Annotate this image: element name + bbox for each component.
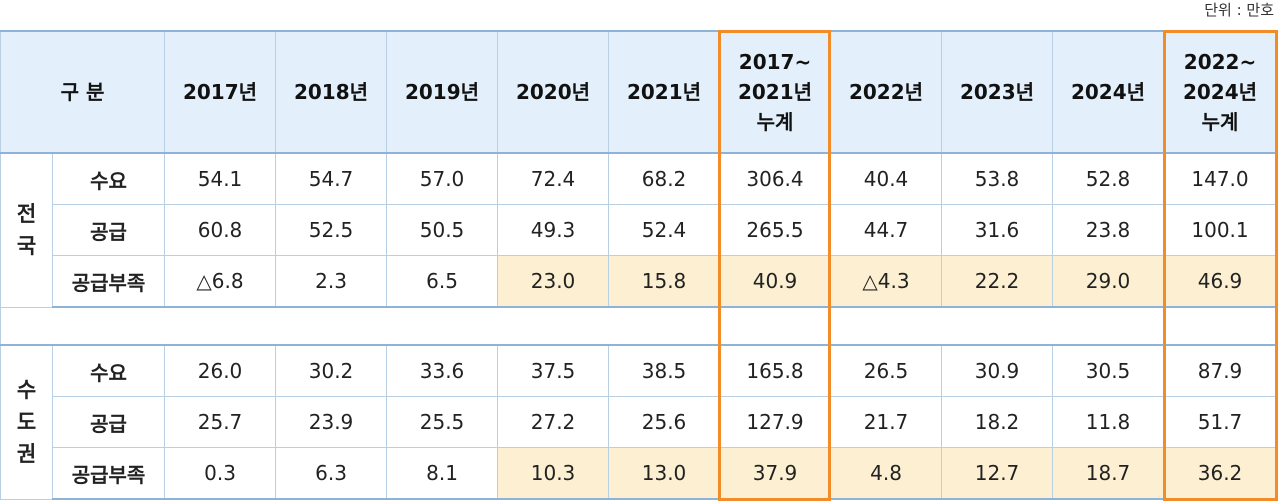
value-cell: 36.2 — [1163, 447, 1278, 500]
header-year: 2021년 — [608, 30, 721, 154]
header-year: 2017년 — [164, 30, 277, 154]
table-row: 공급부족 0.3 6.3 8.1 10.3 13.0 37.9 4.8 12.7 18.7 36.2 — [1, 447, 1278, 500]
header-year: 2020년 — [497, 30, 610, 154]
value-cell: 54.1 — [164, 152, 277, 205]
header-year: 2022년 — [830, 30, 943, 154]
value-cell: 26.0 — [164, 344, 277, 397]
gap-cell — [0, 306, 1278, 346]
unit-label: 단위 : 만호 — [1204, 1, 1274, 19]
value-cell: 23.0 — [497, 255, 610, 308]
value-cell: 26.5 — [830, 344, 943, 397]
value-cell: 25.5 — [386, 396, 499, 448]
value-cell: 37.5 — [497, 344, 610, 397]
value-cell: 147.0 — [1163, 152, 1278, 205]
row-label: 공급부족 — [51, 255, 166, 308]
region-label: 전 국 — [0, 152, 53, 308]
header-year: 2018년 — [275, 30, 388, 154]
value-cell: 165.8 — [719, 344, 832, 397]
value-cell: 12.7 — [941, 447, 1054, 500]
region-label: 수 도 권 — [0, 344, 53, 500]
table-row: 공급 60.8 52.5 50.5 49.3 52.4 265.5 44.7 31.6 23.8 1… — [1, 204, 1278, 256]
value-cell: 15.8 — [608, 255, 721, 308]
value-cell: 22.2 — [941, 255, 1054, 308]
value-cell: 306.4 — [719, 152, 832, 205]
table-row: 수 도 권 수요 26.0 30.2 33.6 37.5 38.5 165.8 26.5 30.9… — [0, 344, 1278, 500]
header-row: 구 분 2017년 2018년 2019년 2020년 2021년 2017~ 2021년 … — [0, 30, 1278, 154]
housing-supply-table: 구 분 2017년 2018년 2019년 2020년 2021년 2017~ 2021년 … — [0, 30, 1278, 500]
value-cell: 68.2 — [608, 152, 721, 205]
value-cell: 18.2 — [941, 396, 1054, 448]
value-cell: 52.8 — [1052, 152, 1165, 205]
value-cell: 29.0 — [1052, 255, 1165, 308]
row-label: 수요 — [51, 152, 166, 205]
section-gap — [0, 306, 1278, 346]
value-cell: 37.9 — [719, 447, 832, 500]
value-cell: 46.9 — [1163, 255, 1278, 308]
value-cell: 54.7 — [275, 152, 388, 205]
value-cell: 6.5 — [386, 255, 499, 308]
row-label: 수요 — [51, 344, 166, 397]
value-cell: 27.2 — [497, 396, 610, 448]
header-year: 2024년 — [1052, 30, 1165, 154]
value-cell: 44.7 — [830, 204, 943, 256]
table-row: 전 국 수요 54.1 54.7 57.0 72.4 68.2 306.4 40.4 53.8 52… — [0, 152, 1278, 308]
value-cell: 40.9 — [719, 255, 832, 308]
value-cell: 13.0 — [608, 447, 721, 500]
value-cell: △4.3 — [830, 255, 943, 308]
value-cell: 72.4 — [497, 152, 610, 205]
value-cell: 53.8 — [941, 152, 1054, 205]
value-cell: 33.6 — [386, 344, 499, 397]
header-year: 2023년 — [941, 30, 1054, 154]
value-cell: 30.2 — [275, 344, 388, 397]
value-cell: 50.5 — [386, 204, 499, 256]
value-cell: 2.3 — [275, 255, 388, 308]
header-year: 2019년 — [386, 30, 499, 154]
value-cell: 265.5 — [719, 204, 832, 256]
table-row: 공급 25.7 23.9 25.5 27.2 25.6 127.9 21.7 18.2 11.8 5… — [1, 396, 1278, 448]
value-cell: 0.3 — [164, 447, 277, 500]
value-cell: 25.6 — [608, 396, 721, 448]
value-cell: 57.0 — [386, 152, 499, 205]
value-cell: 60.8 — [164, 204, 277, 256]
header-year: 2022~ 2024년 누계 — [1163, 30, 1278, 154]
header-category: 구 분 — [0, 30, 166, 154]
row-label: 공급 — [51, 396, 166, 448]
value-cell: 38.5 — [608, 344, 721, 397]
value-cell: 23.9 — [275, 396, 388, 448]
value-cell: 52.4 — [608, 204, 721, 256]
value-cell: 87.9 — [1163, 344, 1278, 397]
row-label: 공급부족 — [51, 447, 166, 500]
value-cell: 6.3 — [275, 447, 388, 500]
value-cell: 30.9 — [941, 344, 1054, 397]
value-cell: 127.9 — [719, 396, 832, 448]
table-row: 공급부족 △6.8 2.3 6.5 23.0 15.8 40.9 △4.3 22.2 29.0 46… — [1, 255, 1278, 308]
value-cell: 51.7 — [1163, 396, 1278, 448]
value-cell: 30.5 — [1052, 344, 1165, 397]
value-cell: 8.1 — [386, 447, 499, 500]
row-label: 공급 — [51, 204, 166, 256]
header-year: 2017~ 2021년 누계 — [719, 30, 832, 154]
value-cell: 49.3 — [497, 204, 610, 256]
value-cell: 31.6 — [941, 204, 1054, 256]
value-cell: 11.8 — [1052, 396, 1165, 448]
value-cell: 100.1 — [1163, 204, 1278, 256]
value-cell: △6.8 — [164, 255, 277, 308]
value-cell: 40.4 — [830, 152, 943, 205]
value-cell: 10.3 — [497, 447, 610, 500]
value-cell: 23.8 — [1052, 204, 1165, 256]
value-cell: 18.7 — [1052, 447, 1165, 500]
value-cell: 25.7 — [164, 396, 277, 448]
value-cell: 52.5 — [275, 204, 388, 256]
value-cell: 4.8 — [830, 447, 943, 500]
value-cell: 21.7 — [830, 396, 943, 448]
